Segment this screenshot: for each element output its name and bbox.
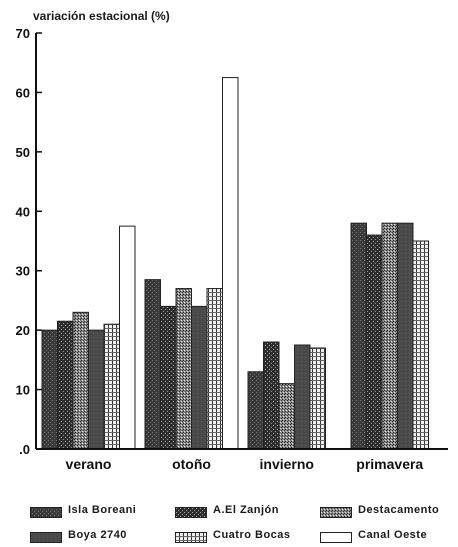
legend-label: Destacamento	[358, 504, 440, 516]
legend-swatch	[30, 507, 62, 518]
x-tick-label: primavera	[356, 456, 423, 472]
bar	[175, 288, 192, 450]
legend-swatch	[175, 532, 207, 543]
bar	[309, 347, 326, 450]
bar	[206, 288, 223, 450]
legend-swatch	[175, 507, 207, 518]
bar	[222, 77, 239, 450]
y-tick-label: 70	[16, 26, 30, 41]
y-tick-label: .0	[19, 442, 30, 457]
legend-label: Isla Boreani	[68, 504, 137, 516]
legend-label: Canal Oeste	[358, 529, 428, 541]
bar	[412, 240, 429, 450]
y-tick-label: 10	[16, 383, 30, 398]
bar	[191, 305, 208, 450]
x-tick-label: verano	[66, 456, 112, 472]
legend-label: A.El Zanjón	[213, 504, 279, 516]
legend-swatch	[30, 532, 62, 543]
bar	[72, 311, 89, 450]
bar	[381, 222, 398, 450]
y-tick-label: 50	[16, 145, 30, 160]
legend-swatch	[320, 532, 352, 543]
bar	[397, 222, 414, 450]
bar	[263, 341, 280, 450]
x-tick-label: invierno	[260, 456, 314, 472]
x-tick-label: otoño	[172, 456, 211, 472]
bar	[88, 329, 105, 450]
legend-label: Boya 2740	[68, 529, 127, 541]
bar	[41, 329, 58, 450]
bar	[294, 344, 311, 450]
bar	[160, 305, 177, 450]
bar	[366, 234, 383, 450]
legend-label: Cuatro Bocas	[213, 529, 291, 541]
bar	[144, 279, 161, 450]
bar	[350, 222, 367, 450]
y-tick-label: 60	[16, 85, 30, 100]
bar	[57, 320, 74, 450]
legend-swatch	[320, 507, 352, 518]
bar	[247, 371, 264, 450]
y-tick-label: 30	[16, 264, 30, 279]
bar	[119, 225, 136, 450]
bar	[103, 323, 120, 450]
y-tick-label: 40	[16, 204, 30, 219]
y-tick-label: 20	[16, 323, 30, 338]
bar	[278, 383, 295, 450]
y-axis-label: variación estacional (%)	[33, 9, 170, 23]
